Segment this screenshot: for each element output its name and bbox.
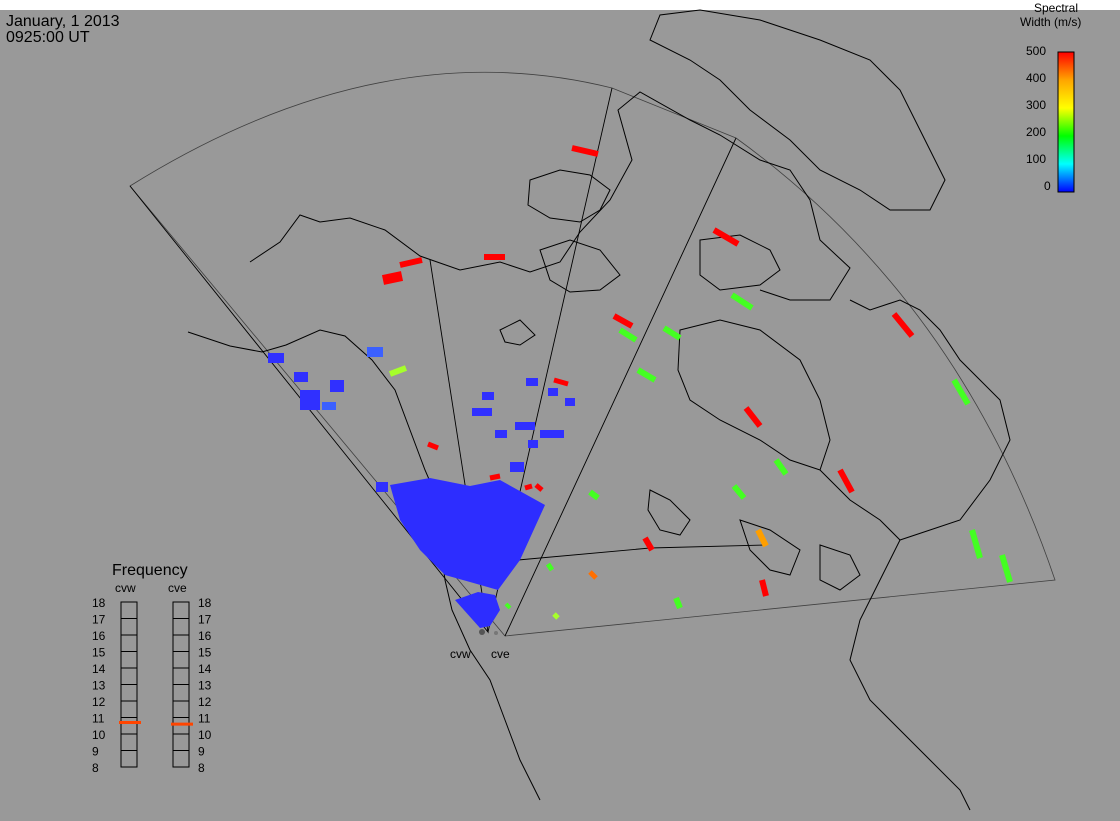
frequency-tick-right: 15 bbox=[198, 646, 212, 660]
colorbar-tick: 100 bbox=[1026, 152, 1046, 166]
cvw-site-marker bbox=[479, 629, 485, 635]
blue-patch bbox=[472, 408, 492, 416]
colorbar-tick: 300 bbox=[1026, 98, 1046, 112]
backscatter-data bbox=[268, 145, 1013, 628]
frequency-tick-left: 12 bbox=[92, 695, 106, 709]
frequency-box-cvw bbox=[120, 601, 138, 619]
blue-patch bbox=[376, 482, 388, 492]
blue-scatter-main bbox=[390, 478, 545, 590]
frequency-box-cve bbox=[172, 651, 190, 669]
blue-patch bbox=[540, 430, 564, 438]
blue-patch bbox=[322, 402, 336, 410]
cve-site-label: cve bbox=[491, 647, 510, 661]
blue-patch bbox=[495, 430, 507, 438]
frequency-panel: Frequency cvw cve 18 17 16 15 14 13 12 11 10 9 8 1… bbox=[92, 562, 212, 775]
blue-patch bbox=[515, 422, 535, 430]
time-label: 0925:00 UT bbox=[6, 29, 90, 46]
frequency-tick-right: 11 bbox=[198, 712, 211, 726]
frequency-box-cve bbox=[172, 667, 190, 685]
map-plot-area bbox=[0, 10, 1120, 821]
frequency-box-cvw bbox=[120, 717, 138, 735]
frequency-box-cvw bbox=[120, 700, 138, 718]
frequency-tick-right: 13 bbox=[198, 679, 212, 693]
cvw-site-label: cvw bbox=[450, 647, 471, 661]
frequency-tick-left: 10 bbox=[92, 728, 106, 742]
frequency-tick-right: 8 bbox=[198, 761, 205, 775]
frequency-box-cve bbox=[172, 733, 190, 751]
frequency-title: Frequency bbox=[112, 562, 188, 579]
blue-patch bbox=[565, 398, 575, 406]
frequency-tick-left: 9 bbox=[92, 745, 99, 759]
blue-patch bbox=[330, 380, 344, 392]
frequency-box-cvw bbox=[120, 634, 138, 652]
blue-patch bbox=[367, 347, 383, 357]
frequency-tick-left: 17 bbox=[92, 613, 106, 627]
spectral-width-colorbar: Spectral Width (m/s) 500 400 300 200 100… bbox=[1020, 1, 1081, 193]
blue-patch bbox=[526, 378, 538, 386]
blue-patch bbox=[294, 372, 308, 382]
date-label: January, 1 2013 bbox=[6, 13, 120, 30]
blue-patch bbox=[528, 440, 538, 448]
colorbar-tick: 500 bbox=[1026, 44, 1046, 58]
frequency-tick-right: 9 bbox=[198, 745, 205, 759]
blue-patch bbox=[268, 353, 284, 363]
colorbar-tick: 0 bbox=[1044, 179, 1051, 193]
frequency-tick-right: 17 bbox=[198, 613, 212, 627]
frequency-tick-left: 18 bbox=[92, 596, 106, 610]
colorbar-tick: 400 bbox=[1026, 71, 1046, 85]
frequency-box-cve bbox=[172, 684, 190, 702]
frequency-tick-left: 16 bbox=[92, 629, 106, 643]
frequency-box-cvw bbox=[120, 667, 138, 685]
radar-sites: cvw cve bbox=[450, 629, 510, 661]
blue-patch bbox=[482, 392, 494, 400]
frequency-tick-right: 12 bbox=[198, 695, 212, 709]
frequency-box-cve bbox=[172, 634, 190, 652]
frequency-tick-left: 13 bbox=[92, 679, 106, 693]
frequency-tick-left: 8 bbox=[92, 761, 99, 775]
frequency-box-cvw bbox=[120, 651, 138, 669]
coastlines bbox=[187, 9, 1011, 811]
blue-patch bbox=[300, 390, 320, 410]
frequency-tick-right: 10 bbox=[198, 728, 212, 742]
frequency-tick-left: 15 bbox=[92, 646, 106, 660]
frequency-cve-label: cve bbox=[168, 581, 187, 595]
frequency-box-cve bbox=[172, 750, 190, 768]
cve-site-marker bbox=[494, 631, 498, 635]
blue-patch bbox=[548, 388, 558, 396]
frequency-tick-left: 11 bbox=[92, 712, 105, 726]
frequency-tick-right: 14 bbox=[198, 662, 212, 676]
blue-scatter-near bbox=[455, 592, 500, 628]
frequency-box-cvw bbox=[120, 733, 138, 751]
frequency-box-cve bbox=[172, 618, 190, 636]
frequency-box-cve bbox=[172, 700, 190, 718]
frequency-box-cvw bbox=[120, 750, 138, 768]
colorbar-title-line1: Spectral bbox=[1034, 1, 1078, 15]
frequency-box-cve bbox=[172, 717, 190, 735]
frequency-box-cvw bbox=[120, 618, 138, 636]
blue-patch bbox=[510, 462, 524, 472]
colorbar-tick: 200 bbox=[1026, 125, 1046, 139]
field-of-view-outlines bbox=[129, 71, 1056, 637]
frequency-box-cve bbox=[172, 601, 190, 619]
frequency-tick-right: 18 bbox=[198, 596, 212, 610]
frequency-cvw-label: cvw bbox=[115, 581, 136, 595]
frequency-tick-right: 16 bbox=[198, 629, 212, 643]
colorbar-title-line2: Width (m/s) bbox=[1020, 15, 1081, 29]
frequency-tick-left: 14 bbox=[92, 662, 106, 676]
frequency-box-cvw bbox=[120, 684, 138, 702]
